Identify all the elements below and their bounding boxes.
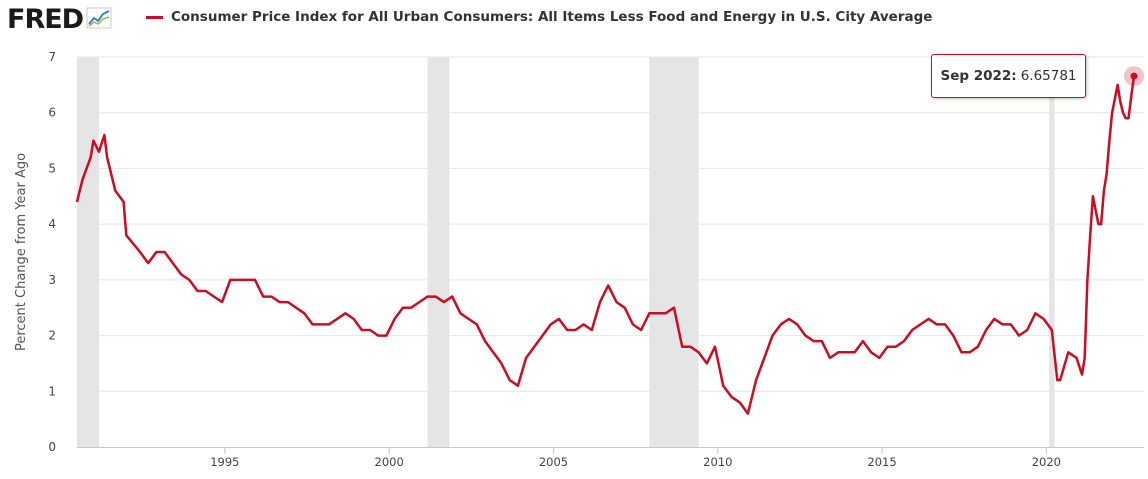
line-chart[interactable]: 0 1 2 3 4 5 6 7 1995 2000 2005 2010 2015 2020 Percen…	[0, 40, 1148, 479]
y-tick-label-5: 5	[48, 161, 56, 175]
x-tick-label-2005: 2005	[539, 455, 568, 469]
gridlines	[77, 56, 1144, 392]
recession-band-3	[649, 57, 699, 447]
recession-bands	[77, 57, 1055, 447]
y-tick-label-4: 4	[48, 217, 56, 231]
series-lines	[75, 75, 1136, 415]
y-axis-ticks: 0 1 2 3 4 5 6 7	[48, 50, 56, 454]
x-tick-label-2015: 2015	[867, 455, 896, 469]
recession-band-2	[427, 57, 450, 447]
y-tick-label-2: 2	[48, 329, 56, 343]
value-tooltip: Sep 2022: 6.65781	[931, 54, 1086, 98]
chart-header: FRED Consumer Price Index for All Urban …	[0, 0, 1148, 40]
hover-marker-point[interactable]	[1130, 72, 1138, 80]
tooltip-value: 6.65781	[1020, 68, 1077, 84]
legend-swatch	[146, 15, 163, 19]
hover-marker	[1124, 66, 1144, 87]
fred-logo[interactable]: FRED	[7, 5, 112, 35]
y-tick-label-3: 3	[48, 273, 56, 287]
x-tick-label-1995: 1995	[210, 455, 239, 469]
chart-line-icon	[86, 7, 112, 34]
y-tick-label-1: 1	[48, 384, 56, 398]
x-tick-label-2020: 2020	[1032, 455, 1061, 469]
recession-band-1	[77, 57, 99, 447]
y-tick-label-0: 0	[48, 440, 56, 454]
y-tick-label-7: 7	[48, 50, 56, 64]
x-axis-ticks: 1995 2000 2005 2010 2015 2020	[210, 447, 1061, 469]
series-line-1[interactable]	[75, 75, 1136, 415]
y-axis-label: Percent Change from Year Ago	[14, 153, 29, 351]
tooltip-date: Sep 2022:	[940, 68, 1017, 84]
recession-band-4	[1049, 57, 1055, 447]
y-tick-label-6: 6	[48, 106, 56, 120]
x-tick-label-2000: 2000	[375, 455, 404, 469]
chart-legend: Consumer Price Index for All Urban Consu…	[146, 9, 932, 25]
legend-series-label: Consumer Price Index for All Urban Consu…	[171, 9, 933, 25]
fred-logo-text: FRED	[7, 4, 84, 35]
x-tick-label-2010: 2010	[703, 455, 732, 469]
